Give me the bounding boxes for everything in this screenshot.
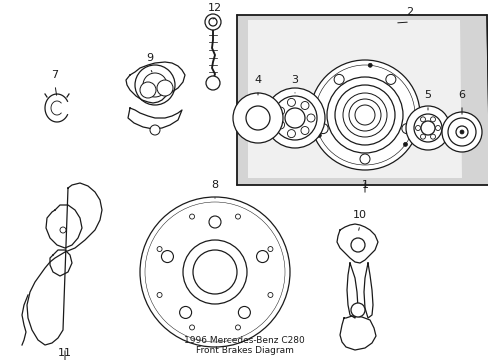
Circle shape xyxy=(333,75,344,84)
Circle shape xyxy=(459,130,463,134)
Text: 4: 4 xyxy=(254,75,261,85)
Circle shape xyxy=(429,134,435,139)
Circle shape xyxy=(420,121,434,135)
Circle shape xyxy=(385,75,395,84)
Circle shape xyxy=(413,114,441,142)
Circle shape xyxy=(157,80,173,96)
Circle shape xyxy=(161,251,173,262)
Circle shape xyxy=(405,106,449,150)
Circle shape xyxy=(300,102,308,109)
Circle shape xyxy=(350,303,364,317)
Circle shape xyxy=(140,82,156,98)
Text: 1: 1 xyxy=(361,180,368,190)
Circle shape xyxy=(272,96,316,140)
Circle shape xyxy=(205,76,220,90)
Circle shape xyxy=(238,306,250,319)
Circle shape xyxy=(276,107,284,115)
Text: 5: 5 xyxy=(424,90,430,100)
Circle shape xyxy=(334,85,394,145)
Text: 12: 12 xyxy=(207,3,222,13)
Text: 1996 Mercedes-Benz C280
Front Brakes Diagram: 1996 Mercedes-Benz C280 Front Brakes Dia… xyxy=(184,336,304,355)
Circle shape xyxy=(348,99,380,131)
Circle shape xyxy=(318,123,327,134)
Circle shape xyxy=(287,98,295,107)
Circle shape xyxy=(267,292,272,297)
Circle shape xyxy=(232,93,283,143)
Text: 7: 7 xyxy=(51,70,59,80)
Polygon shape xyxy=(247,20,461,178)
Text: 3: 3 xyxy=(291,75,298,85)
Circle shape xyxy=(157,247,162,252)
Circle shape xyxy=(60,227,66,233)
Circle shape xyxy=(309,60,419,170)
Circle shape xyxy=(208,18,217,26)
Circle shape xyxy=(193,250,237,294)
Text: 9: 9 xyxy=(146,53,153,63)
Circle shape xyxy=(359,154,369,164)
Circle shape xyxy=(179,306,191,319)
Circle shape xyxy=(235,214,240,219)
Circle shape xyxy=(208,216,221,228)
Circle shape xyxy=(300,126,308,135)
Circle shape xyxy=(415,126,420,130)
Text: 6: 6 xyxy=(458,90,465,100)
Text: 8: 8 xyxy=(211,180,218,190)
Circle shape xyxy=(367,63,371,67)
Circle shape xyxy=(183,240,246,304)
Circle shape xyxy=(435,126,440,130)
Circle shape xyxy=(429,117,435,122)
Circle shape xyxy=(342,93,386,137)
Circle shape xyxy=(317,133,321,137)
Circle shape xyxy=(306,114,314,122)
Circle shape xyxy=(326,77,402,153)
Circle shape xyxy=(189,214,194,219)
Circle shape xyxy=(441,112,481,152)
Circle shape xyxy=(245,106,269,130)
Circle shape xyxy=(420,134,425,139)
Text: 2: 2 xyxy=(406,7,413,17)
Circle shape xyxy=(455,126,467,138)
Circle shape xyxy=(276,121,284,129)
Circle shape xyxy=(235,325,240,330)
Text: 10: 10 xyxy=(352,210,366,220)
Circle shape xyxy=(140,197,289,347)
Circle shape xyxy=(285,108,305,128)
Circle shape xyxy=(403,143,407,147)
Circle shape xyxy=(350,238,364,252)
Circle shape xyxy=(150,125,160,135)
Circle shape xyxy=(354,105,374,125)
Circle shape xyxy=(287,130,295,138)
Circle shape xyxy=(420,117,425,122)
Circle shape xyxy=(267,247,272,252)
Circle shape xyxy=(189,325,194,330)
Circle shape xyxy=(256,251,268,262)
Circle shape xyxy=(264,88,325,148)
Circle shape xyxy=(401,123,411,134)
Circle shape xyxy=(447,118,475,146)
Text: 11: 11 xyxy=(58,348,72,358)
Polygon shape xyxy=(237,15,488,185)
Circle shape xyxy=(157,292,162,297)
Circle shape xyxy=(204,14,221,30)
